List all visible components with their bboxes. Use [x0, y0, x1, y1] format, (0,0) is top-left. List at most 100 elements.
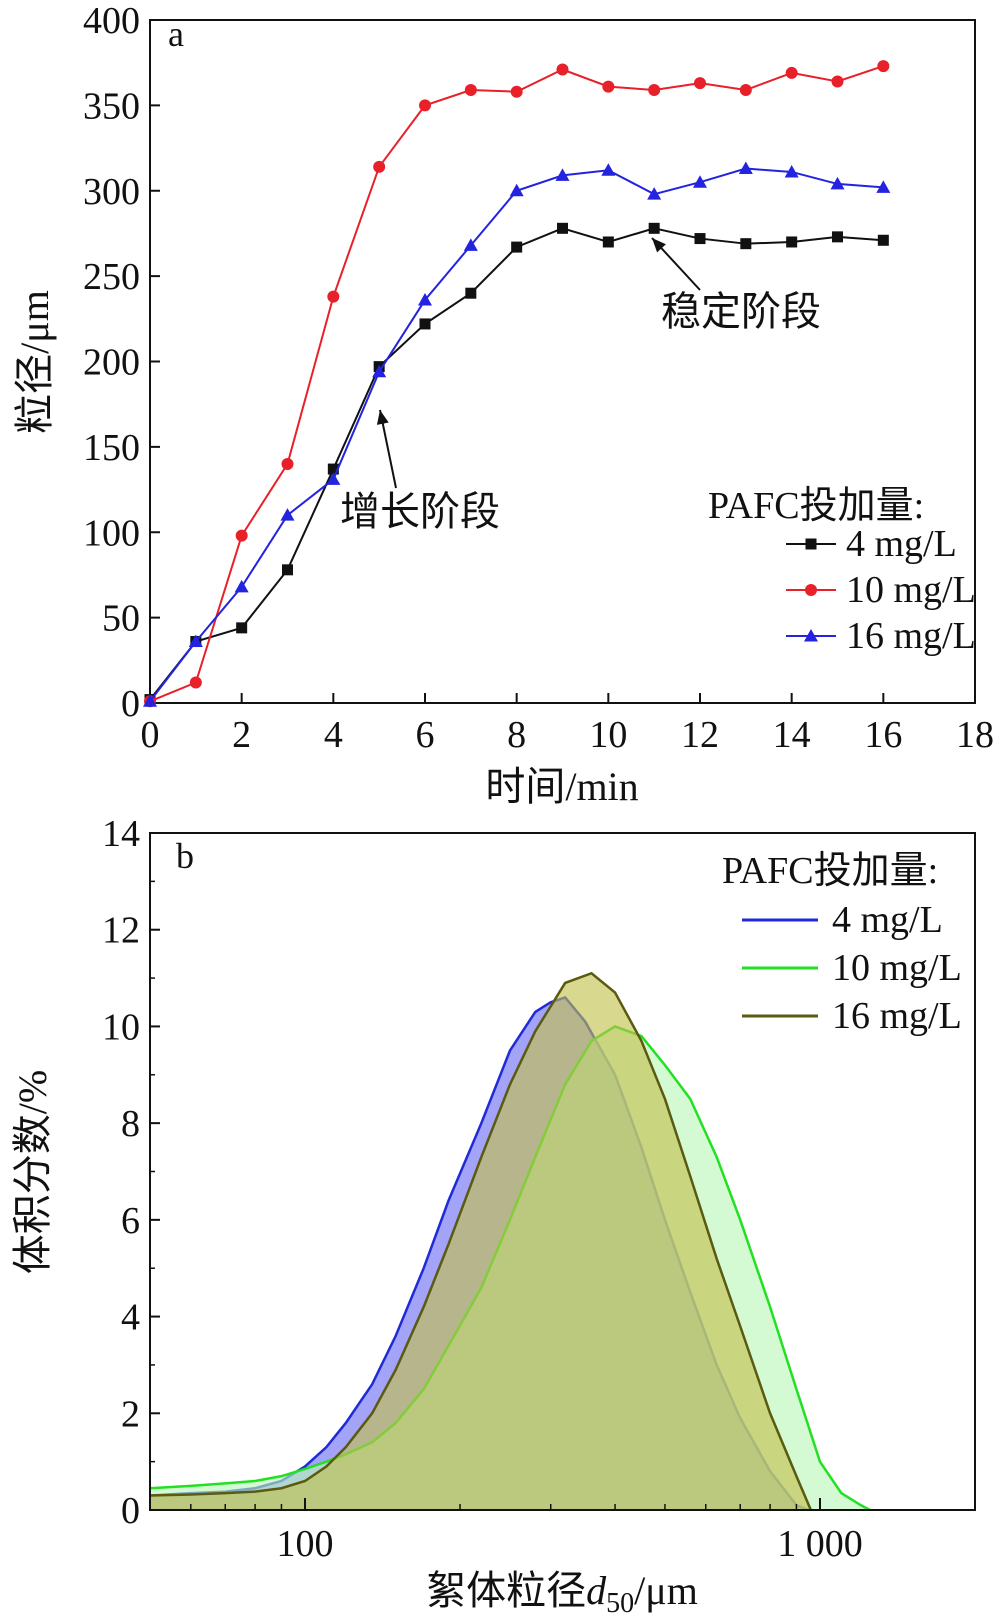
data-point	[601, 163, 616, 176]
data-point	[281, 457, 294, 470]
arrow-stable-head	[652, 238, 666, 253]
x-axis-title-b: 絮体粒径d50/μm	[426, 1568, 698, 1617]
legend-swatch-marker	[805, 584, 817, 596]
y-axis-b: 0 2 4 6 8 10 12 14	[102, 813, 160, 1532]
data-point	[418, 293, 432, 306]
data-point	[464, 84, 477, 97]
annotation-growth-label: 增长阶段	[340, 489, 500, 534]
y-tick-label-a: 0	[121, 683, 140, 725]
data-point	[877, 234, 889, 246]
data-point	[830, 176, 845, 190]
x-axis-title-b-prefix: 絮体粒径	[426, 1568, 586, 1613]
legend-title-b: PAFC投加量:	[722, 850, 938, 892]
area-outline	[149, 971, 813, 1511]
legend-item-b: 16 mg/L	[742, 995, 962, 1037]
data-point	[694, 77, 706, 90]
data-point	[557, 222, 568, 234]
y-tick-label-b: 14	[102, 813, 140, 855]
y-tick-label-a: 400	[83, 0, 140, 42]
legend-b: PAFC投加量: 4 mg/L 10 mg/L 16 mg/L	[722, 850, 962, 1037]
data-point	[465, 287, 477, 299]
panel-label-b: b	[176, 836, 194, 876]
legend-item-a: 4 mg/L	[786, 523, 957, 565]
data-point	[786, 236, 798, 248]
y-tick-label-b: 4	[121, 1297, 140, 1339]
y-tick-label-a: 350	[83, 85, 140, 127]
data-point	[555, 168, 570, 181]
area-fill	[150, 973, 811, 1510]
x-tick-label-b: 100	[277, 1523, 334, 1565]
x-tick-label-a: 6	[416, 714, 435, 756]
area-series-b	[149, 971, 813, 1511]
data-point	[602, 236, 614, 248]
legend-swatch-marker	[805, 538, 817, 550]
y-tick-label-a: 100	[83, 512, 140, 554]
x-axis-title-a: 时间/min	[485, 764, 638, 809]
data-point	[373, 160, 386, 173]
data-point	[327, 290, 340, 303]
y-axis-title-a: 粒径/μm	[12, 290, 57, 434]
data-point	[463, 238, 478, 251]
data-point	[234, 579, 249, 593]
y-tick-label-b: 6	[121, 1200, 140, 1242]
legend-item-b: 10 mg/L	[742, 947, 962, 989]
y-tick-label-b: 2	[121, 1393, 140, 1435]
data-point	[648, 84, 661, 97]
legend-item-a: 10 mg/L	[786, 569, 976, 611]
chart-b: b 0 2 4 6 8 10 12 14 100 1 000 体积分数/% 絮体粒径d50/μm…	[10, 813, 976, 1617]
data-point	[740, 238, 752, 250]
x-axis-b: 100 1 000	[190, 1498, 863, 1565]
legend-label-b: 16 mg/L	[832, 995, 962, 1037]
data-point	[282, 564, 293, 576]
y-tick-label-b: 8	[121, 1103, 140, 1145]
legend-label-b: 10 mg/L	[832, 947, 962, 989]
data-point	[189, 676, 202, 689]
data-point	[739, 84, 752, 97]
data-point	[326, 472, 341, 485]
data-point	[831, 75, 844, 88]
data-point	[647, 187, 662, 200]
series-triangle	[143, 161, 891, 707]
series-circle	[144, 60, 890, 708]
legend-label-a: 16 mg/L	[846, 615, 976, 657]
data-point	[877, 60, 890, 73]
x-tick-label-a: 18	[956, 714, 994, 756]
y-tick-label-a: 250	[83, 256, 140, 298]
data-point	[188, 634, 203, 648]
x-tick-label-a: 8	[507, 714, 526, 756]
data-point	[235, 529, 248, 542]
x-tick-label-a: 4	[324, 714, 343, 756]
data-point	[143, 694, 157, 707]
legend-item-b: 4 mg/L	[742, 899, 943, 941]
data-point	[738, 161, 753, 175]
panel-label-a: a	[168, 14, 184, 54]
y-tick-label-a: 150	[83, 427, 140, 469]
chart-a: a 0 50 100 150 200 250 300 350 400 0 2 4 6 8 10 12 14 16…	[12, 0, 994, 809]
data-point	[511, 241, 523, 253]
y-axis-a: 0 50 100 150 200 250 300 350 400	[83, 0, 160, 725]
data-point	[832, 231, 843, 243]
data-point	[372, 364, 387, 378]
y-tick-label-b: 0	[121, 1490, 140, 1532]
y-tick-label-b: 12	[102, 910, 140, 952]
data-point	[419, 99, 431, 112]
x-tick-label-a: 12	[681, 714, 719, 756]
annotation-stable: 稳定阶段	[651, 237, 821, 334]
legend-title-a: PAFC投加量:	[708, 485, 924, 527]
data-point	[785, 66, 798, 79]
data-point	[602, 80, 615, 93]
data-point	[876, 180, 891, 193]
series-group-b	[149, 971, 871, 1512]
y-axis-title-b: 体积分数/%	[10, 1070, 55, 1274]
x-tick-label-a: 10	[589, 714, 627, 756]
legend-a: PAFC投加量: 4 mg/L10 mg/L16 mg/L	[708, 485, 976, 657]
data-point	[236, 622, 248, 634]
legend-label-b: 4 mg/L	[832, 899, 943, 941]
arrow-growth-head	[376, 410, 389, 425]
x-tick-label-a: 16	[864, 714, 902, 756]
data-point	[510, 85, 523, 98]
y-tick-label-a: 300	[83, 171, 140, 213]
x-tick-label-a: 0	[141, 714, 160, 756]
x-tick-label-a: 2	[232, 714, 251, 756]
